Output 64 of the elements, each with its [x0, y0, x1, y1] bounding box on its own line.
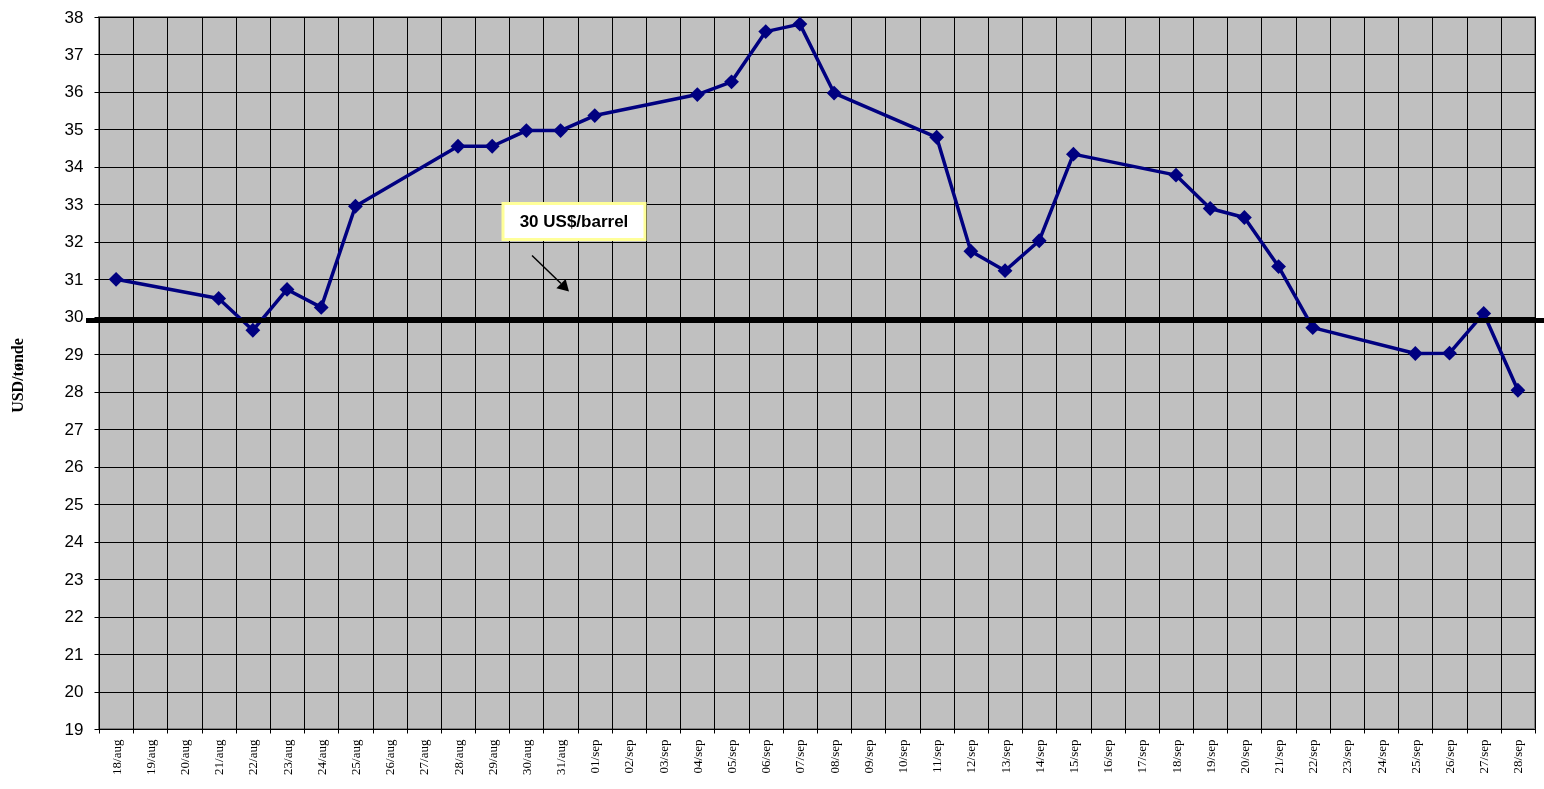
x-tick-label: 10/sep: [894, 739, 910, 774]
x-tick-label: 07/sep: [792, 739, 808, 774]
x-tick-label: 26/sep: [1442, 739, 1458, 774]
x-tick-label: 16/sep: [1100, 739, 1116, 774]
x-tick-label: 19/sep: [1202, 739, 1218, 774]
x-tick-label: 19/aug: [142, 739, 158, 775]
x-tick-label: 03/sep: [655, 739, 671, 774]
y-tick-label: 27: [64, 419, 84, 439]
y-tick-label: 23: [64, 569, 84, 589]
y-tick-label: 19: [64, 719, 84, 739]
x-tick-label: 22/aug: [245, 739, 261, 775]
x-tick-label: 08/sep: [826, 739, 842, 774]
x-tick-label: 27/sep: [1476, 739, 1492, 774]
x-tick-label: 26/aug: [382, 739, 398, 775]
y-tick-label: 25: [64, 494, 84, 514]
x-tick-label: 20/aug: [176, 739, 192, 775]
y-tick-label: 34: [64, 157, 84, 177]
y-tick-label: 21: [64, 644, 84, 664]
y-tick-label: 37: [64, 44, 84, 64]
x-tick-label: 28/sep: [1510, 739, 1526, 774]
y-tick-label: 33: [64, 194, 84, 214]
x-tick-label: 14/sep: [1031, 739, 1047, 774]
x-tick-label: 29/aug: [484, 739, 500, 775]
x-tick-label: 17/sep: [1134, 739, 1150, 774]
x-tick-label: 02/sep: [621, 739, 637, 774]
x-tick-label: 05/sep: [724, 739, 740, 774]
x-tick-label: 12/sep: [963, 739, 979, 774]
y-tick-label: 32: [64, 232, 84, 252]
y-tick-label: 22: [64, 607, 84, 627]
x-tick-label: 28/aug: [450, 739, 466, 775]
x-tick-label: 09/sep: [860, 739, 876, 774]
ref-line-label: 30 US$/barrel: [519, 211, 629, 231]
y-tick-label: 31: [64, 269, 84, 289]
x-tick-label: 15/sep: [1065, 739, 1081, 774]
x-tick-label: 11/sep: [929, 739, 945, 773]
x-tick-label: 30/aug: [518, 739, 534, 775]
x-tick-label: 25/sep: [1407, 739, 1423, 774]
y-tick-label: 28: [64, 382, 84, 402]
x-tick-label: 25/aug: [347, 739, 363, 775]
x-tick-label: 21/aug: [211, 739, 227, 775]
x-tick-label: 27/aug: [416, 739, 432, 775]
y-tick-label: 24: [64, 532, 84, 552]
x-tick-label: 31/aug: [553, 739, 569, 775]
y-tick-label: 35: [64, 119, 84, 139]
x-tick-label: 22/sep: [1305, 739, 1321, 774]
x-tick-label: 13/sep: [997, 739, 1013, 774]
x-tick-label: 01/sep: [587, 739, 603, 774]
x-tick-label: 04/sep: [689, 739, 705, 774]
x-tick-label: 23/sep: [1339, 739, 1355, 774]
y-axis-title: USD/tønde: [8, 338, 26, 413]
x-tick-label: 18/aug: [108, 739, 124, 775]
x-tick-label: 20/sep: [1236, 739, 1252, 774]
y-tick-label: 36: [64, 82, 84, 102]
y-tick-label: 38: [64, 7, 84, 27]
x-tick-label: 23/aug: [279, 739, 295, 775]
y-tick-label: 29: [64, 344, 84, 364]
y-tick-label: 30: [64, 307, 84, 327]
y-tick-label: 20: [64, 682, 84, 702]
x-tick-label: 24/sep: [1373, 739, 1389, 774]
x-tick-label: 24/aug: [313, 739, 329, 775]
y-tick-label: 26: [64, 457, 84, 477]
x-tick-label: 18/sep: [1168, 739, 1184, 774]
x-tick-label: 06/sep: [758, 739, 774, 774]
x-tick-label: 21/sep: [1271, 739, 1287, 774]
